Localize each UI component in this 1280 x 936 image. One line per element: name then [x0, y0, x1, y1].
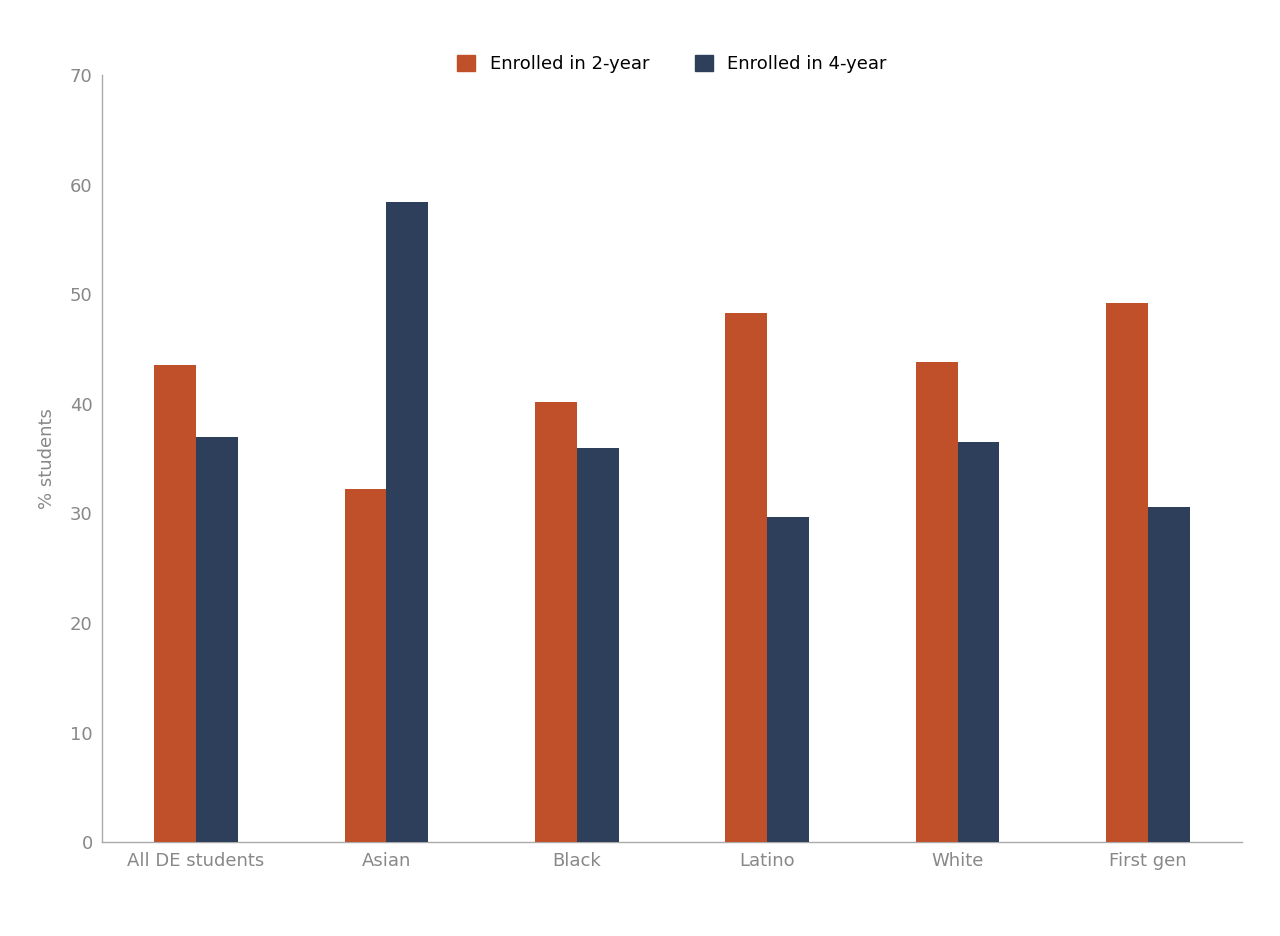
Bar [957, 442, 1000, 842]
Bar [196, 437, 238, 842]
Bar [1148, 507, 1190, 842]
Bar [726, 313, 767, 842]
Bar [767, 517, 809, 842]
Bar [154, 365, 196, 842]
Bar [915, 362, 957, 842]
Bar [387, 202, 429, 842]
Bar [535, 402, 577, 842]
Bar [1106, 303, 1148, 842]
Legend: Enrolled in 2-year, Enrolled in 4-year: Enrolled in 2-year, Enrolled in 4-year [448, 46, 896, 81]
Bar [344, 490, 387, 842]
Bar [577, 447, 618, 842]
Y-axis label: % students: % students [38, 408, 56, 509]
